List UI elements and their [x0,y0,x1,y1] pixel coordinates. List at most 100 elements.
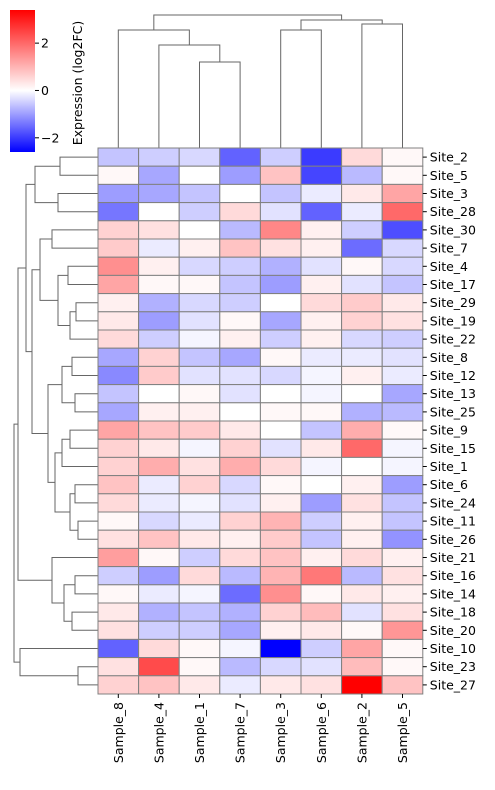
heatmap-cell [341,202,383,222]
row-label: Site_5 [430,168,468,183]
heatmap-cell [259,620,302,640]
row-label: Site_14 [430,586,476,601]
heatmap-cell [138,329,180,349]
heatmap-cell [381,675,424,695]
column-label: Sample_6 [314,702,329,763]
heatmap-cell [97,547,140,568]
row-dendrogram [13,156,98,686]
heatmap-cell [219,456,261,477]
heatmap-cell [341,438,383,458]
heatmap-cell [219,602,261,622]
heatmap-cell [219,384,261,404]
heatmap-cell [178,202,221,222]
heatmap-cell [341,365,383,386]
heatmap-cell [97,293,140,313]
heatmap-cell [178,238,221,258]
row-dendrogram-link [69,493,78,531]
row-label: Site_7 [430,241,468,256]
heatmap-cell [219,584,261,604]
heatmap-cell [97,638,140,659]
heatmap-cell [300,493,343,513]
heatmap-cell [300,274,343,295]
row-dendrogram-link [77,666,98,686]
heatmap-cell [97,529,140,549]
heatmap-cell [138,311,180,331]
heatmap-cell [219,420,261,440]
heatmap-cell [341,311,383,331]
heatmap-cell [178,547,221,568]
heatmap-cell [259,456,302,477]
colorbar: 2 0 −2 Expression (log2FC) [10,10,85,152]
heatmap-cell [97,183,140,204]
heatmap-cell [300,365,343,386]
heatmap-cell [97,165,140,185]
heatmap-cell [259,420,302,440]
heatmap-cell [259,311,302,331]
row-dendrogram-link [67,265,98,285]
row-dendrogram-link [13,423,20,663]
heatmap-cell [178,347,221,367]
heatmap-cell [341,347,383,367]
heatmap-cell [138,657,180,677]
column-dendrogram-link [117,29,190,148]
colorbar-gradient [10,10,35,152]
heatmap-cell [138,365,180,386]
row-dendrogram-link [25,183,35,353]
heatmap-cell [300,165,343,185]
heatmap-cell [138,220,180,240]
column-label: Sample_3 [273,702,288,763]
heatmap-cell [97,365,140,386]
row-label: Site_13 [430,386,476,401]
heatmap-cell [381,657,424,677]
heatmap-cell [259,402,302,422]
heatmap-cell [381,147,424,167]
heatmap-cell [178,438,221,458]
heatmap-cell [178,584,221,604]
heatmap-cell [341,220,383,240]
row-label: Site_15 [430,441,476,456]
heatmap-cell [138,293,180,313]
heatmap-cell [341,493,383,513]
heatmap-cell [138,384,180,404]
row-label: Site_25 [430,404,476,419]
row-label: Site_10 [430,641,476,656]
heatmap-cell [300,311,343,331]
row-dendrogram-link [19,648,98,677]
heatmap-cell [341,566,383,586]
heatmap-cell [381,347,424,367]
heatmap-cell [97,584,140,604]
heatmap-cell [259,657,302,677]
row-dendrogram-link [61,365,75,404]
heatmap-cell [259,147,302,167]
heatmap-cell [97,438,140,458]
heatmap-cell [138,147,180,167]
heatmap-cell [381,511,424,531]
heatmap-cell [381,365,424,386]
column-dendrogram-link [300,19,383,30]
heatmap-cell [381,620,424,640]
heatmap-cell [259,183,302,204]
row-label: Site_4 [430,259,468,274]
heatmap-cell [219,638,261,659]
heatmap-cell [178,475,221,495]
column-label: Sample_1 [192,702,207,763]
heatmap-cell [178,384,221,404]
heatmap-cell [178,165,221,185]
heatmap-cell [300,293,343,313]
heatmap-cell [300,547,343,568]
heatmap-cell [219,147,261,167]
heatmap-cell [259,566,302,586]
heatmap-cell [178,329,221,349]
heatmap-cell [341,293,383,313]
heatmap-cell [138,456,180,477]
row-dendrogram-link [74,575,98,595]
heatmap-cell [300,402,343,422]
heatmap-cell [138,638,180,659]
row-label: Site_22 [430,332,476,347]
heatmap-cell [219,256,261,276]
heatmap-cell [341,584,383,604]
heatmap-cell [381,402,424,422]
colorbar-ticks: 2 0 −2 [35,36,59,145]
row-label: Site_18 [430,605,476,620]
